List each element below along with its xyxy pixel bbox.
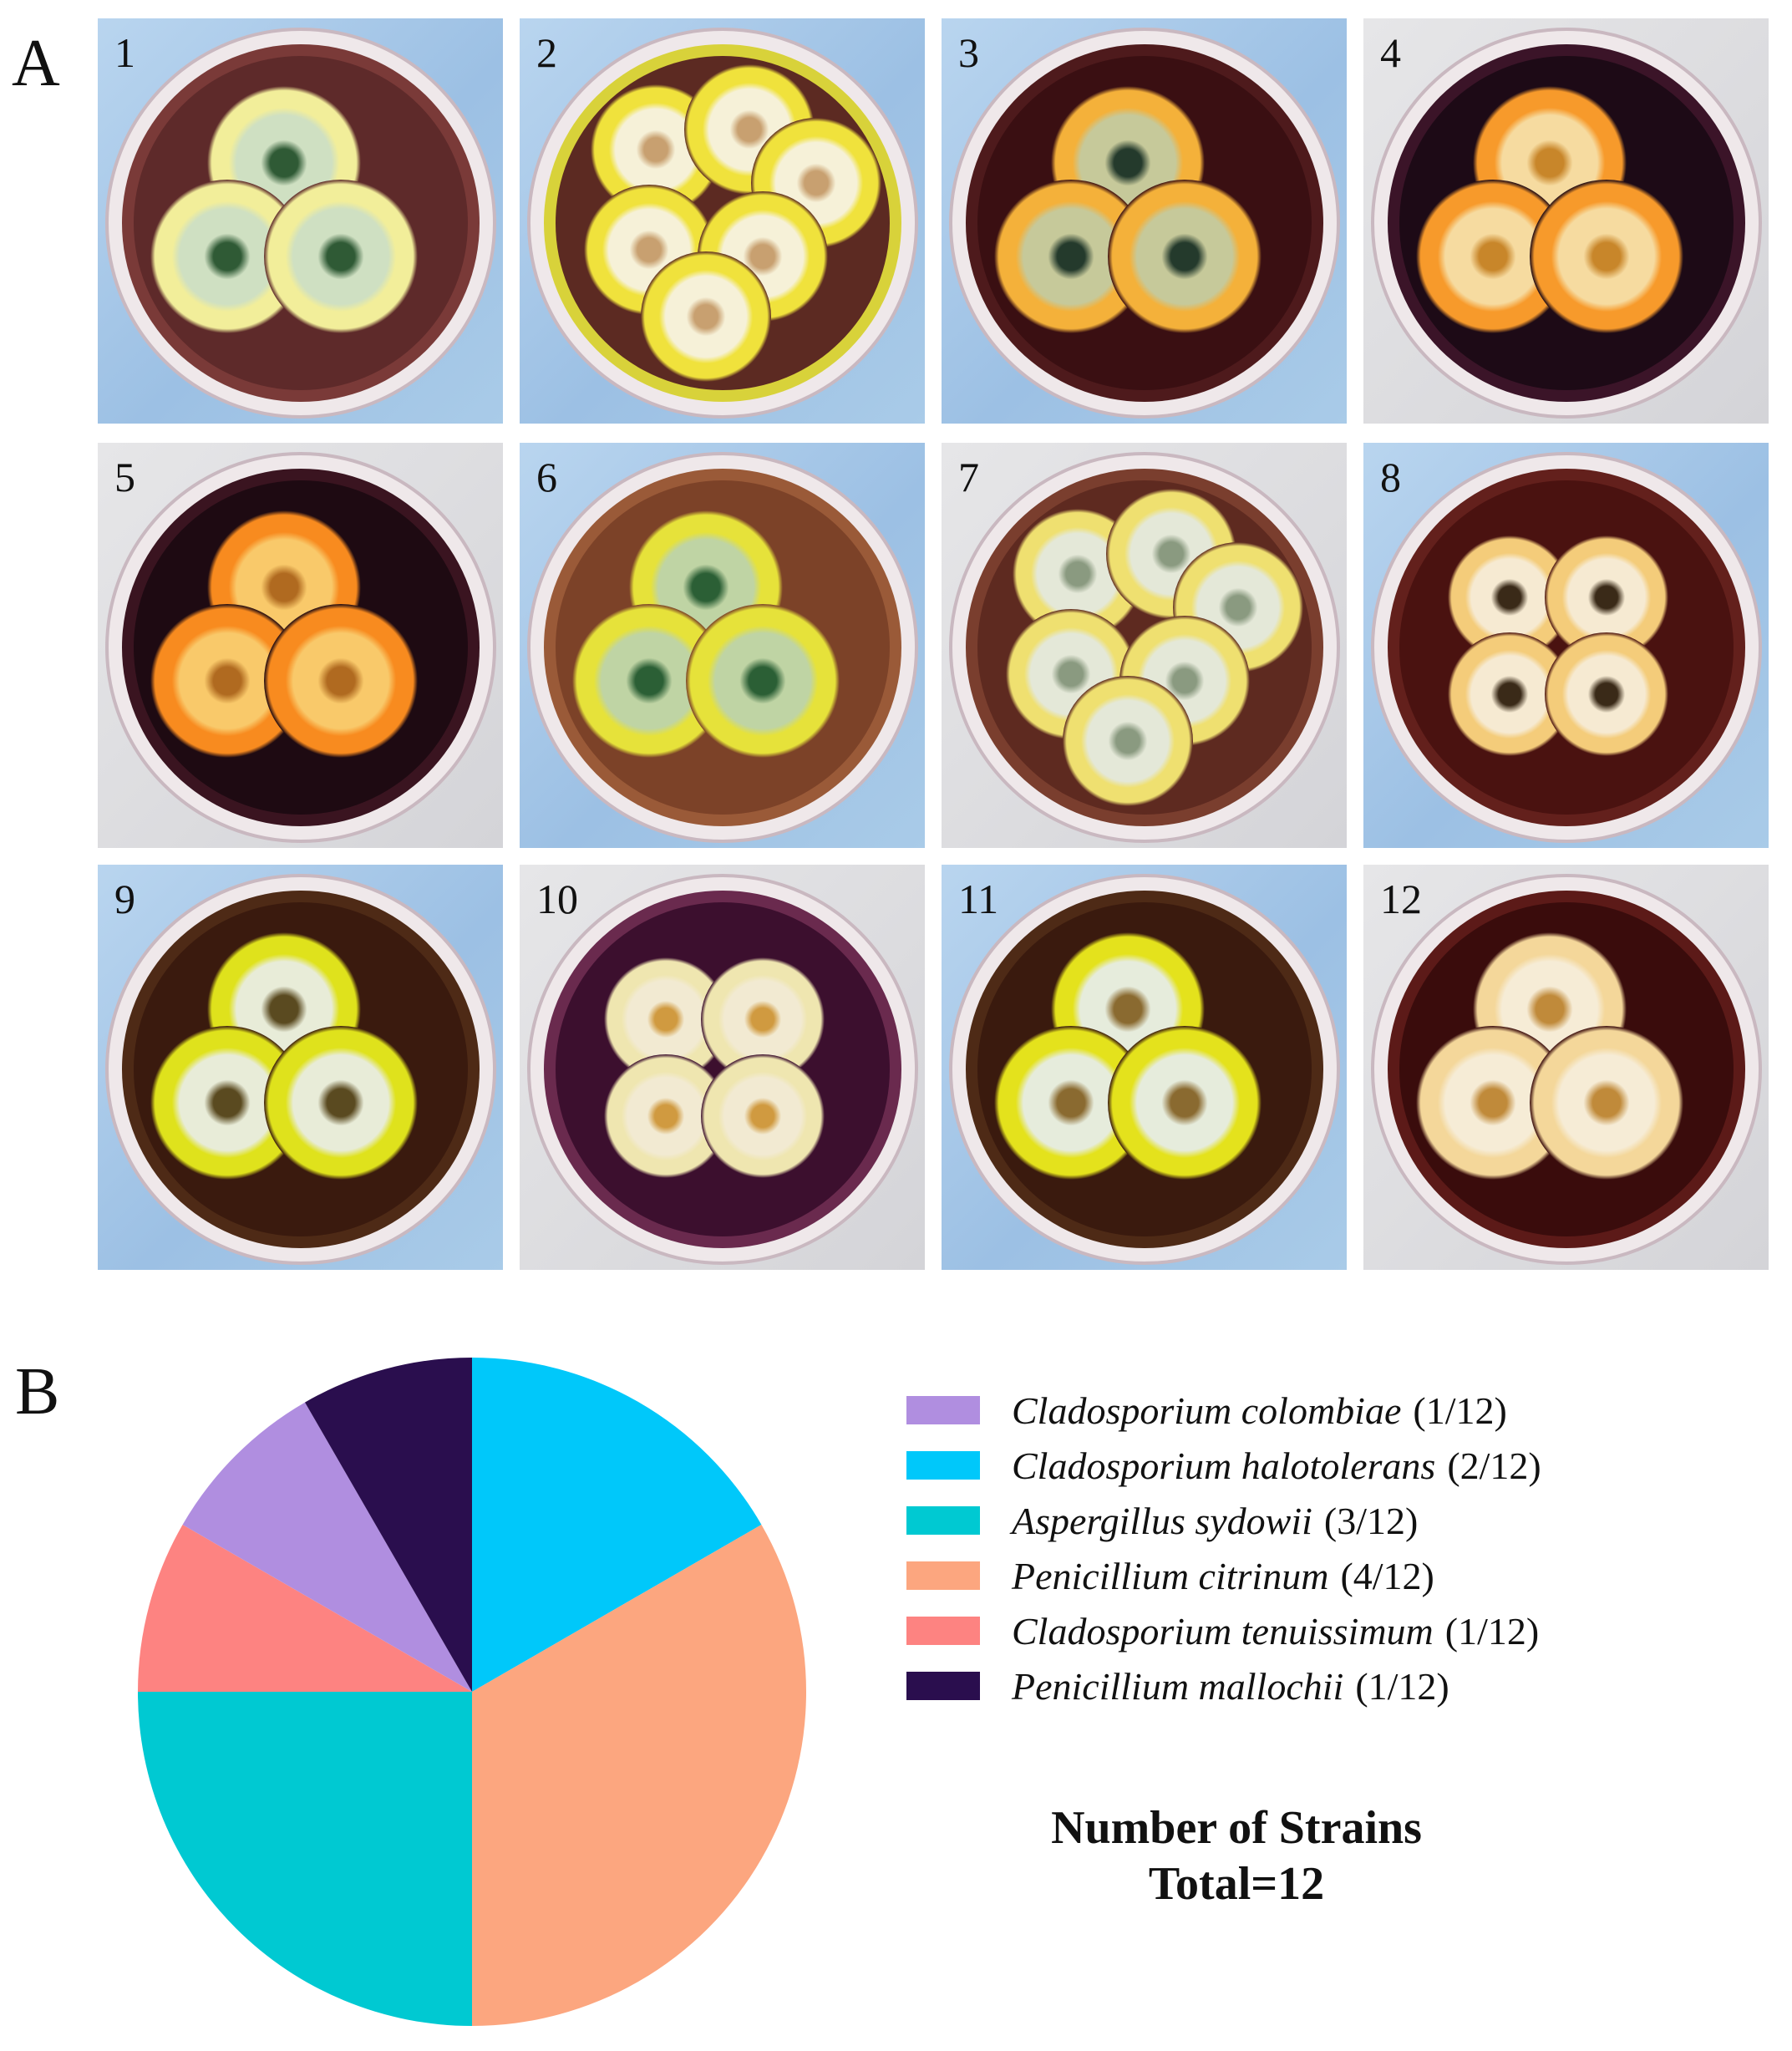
petri-dish-number: 12 (1380, 876, 1422, 922)
petri-dish-image (1371, 452, 1762, 843)
legend-swatch (906, 1451, 980, 1480)
petri-dish-number: 1 (114, 29, 135, 76)
panel-b-label: B (15, 1355, 60, 1429)
legend-item: Penicillium citrinum (4/12) (906, 1548, 1784, 1603)
petri-dish-2: 2 (520, 18, 925, 424)
petri-dish-number: 4 (1380, 29, 1401, 76)
petri-dish-image (1371, 874, 1762, 1265)
petri-dish-8: 8 (1363, 443, 1769, 848)
legend-label: Aspergillus sydowii (1012, 1499, 1312, 1542)
petri-dish-image (1371, 28, 1762, 419)
legend-count: (2/12) (1447, 1444, 1541, 1487)
petri-dish-number: 5 (114, 454, 135, 500)
petri-dish-image (949, 874, 1340, 1265)
pie-slice-penicillium-mallochii (305, 1358, 472, 1692)
petri-dish-11: 11 (942, 865, 1347, 1270)
pie-slice-cladosporium-tenuissimum (138, 1525, 472, 1692)
pie-slice-penicillium-citrinum (472, 1525, 806, 2026)
legend-count: (3/12) (1323, 1499, 1419, 1542)
petri-dish-5: 5 (98, 443, 503, 848)
legend-label: Cladosporium colombiae (1012, 1388, 1402, 1432)
pie-slice-cladosporium-halotolerans (472, 1358, 762, 1692)
legend-item: Cladosporium colombiae (1/12) (906, 1383, 1784, 1438)
legend-count: (4/12) (1340, 1554, 1434, 1597)
legend-item: Penicillium mallochii (1/12) (906, 1658, 1784, 1713)
legend-swatch (906, 1506, 980, 1535)
petri-dish-10: 10 (520, 865, 925, 1270)
legend-count: (1/12) (1413, 1388, 1507, 1432)
petri-dish-number: 11 (958, 876, 999, 922)
legend-item: Cladosporium tenuissimum (1/12) (906, 1603, 1784, 1658)
legend-item: Aspergillus sydowii (3/12) (906, 1493, 1784, 1548)
chart-title: Number of Strains (1051, 1802, 1422, 1854)
legend-swatch (906, 1396, 980, 1424)
legend-swatch (906, 1561, 980, 1590)
legend-swatch (906, 1672, 980, 1700)
legend-count: (1/12) (1444, 1609, 1540, 1652)
pie-chart (117, 1345, 835, 2047)
chart-legend: Cladosporium colombiae (1/12) Cladosporium… (906, 1383, 1784, 1713)
legend-label: Penicillium mallochii (1012, 1664, 1344, 1708)
pie-chart-svg (138, 1358, 806, 2026)
legend-label: Cladosporium halotolerans (1012, 1444, 1436, 1487)
petri-dish-6: 6 (520, 443, 925, 848)
chart-subtitle: Total=12 (1148, 1858, 1325, 1911)
chart-caption: Number of Strains Total=12 (906, 1800, 1566, 1912)
pie-slice-cladosporium-colombiae (182, 1402, 472, 1692)
panel-a-label: A (12, 27, 60, 100)
legend-swatch (906, 1617, 980, 1645)
petri-dish-number: 10 (536, 876, 578, 922)
petri-dish-7: 7 (942, 443, 1347, 848)
legend-count: (1/12) (1355, 1664, 1449, 1708)
petri-dish-number: 8 (1380, 454, 1401, 500)
legend-label: Penicillium citrinum (1012, 1554, 1329, 1597)
petri-dish-image (949, 452, 1340, 843)
petri-dish-image (105, 874, 496, 1265)
petri-dish-4: 4 (1363, 18, 1769, 424)
petri-dish-image (105, 452, 496, 843)
legend-item: Cladosporium halotolerans (2/12) (906, 1438, 1784, 1493)
petri-dish-number: 6 (536, 454, 557, 500)
petri-dish-number: 3 (958, 29, 979, 76)
petri-dish-image (527, 874, 918, 1265)
petri-dish-9: 9 (98, 865, 503, 1270)
petri-dish-number: 2 (536, 29, 557, 76)
petri-dish-image (949, 28, 1340, 419)
petri-dish-image (527, 28, 918, 419)
petri-dish-image (105, 28, 496, 419)
legend-label: Cladosporium tenuissimum (1012, 1609, 1434, 1652)
petri-dish-1: 1 (98, 18, 503, 424)
petri-dish-number: 7 (958, 454, 979, 500)
petri-dish-grid: 1 2 3 4 5 6 7 8 9 10 11 12 (98, 18, 1769, 1270)
petri-dish-3: 3 (942, 18, 1347, 424)
petri-dish-image (527, 452, 918, 843)
petri-dish-number: 9 (114, 876, 135, 922)
petri-dish-12: 12 (1363, 865, 1769, 1270)
pie-slice-aspergillus-sydowii (138, 1692, 472, 2026)
